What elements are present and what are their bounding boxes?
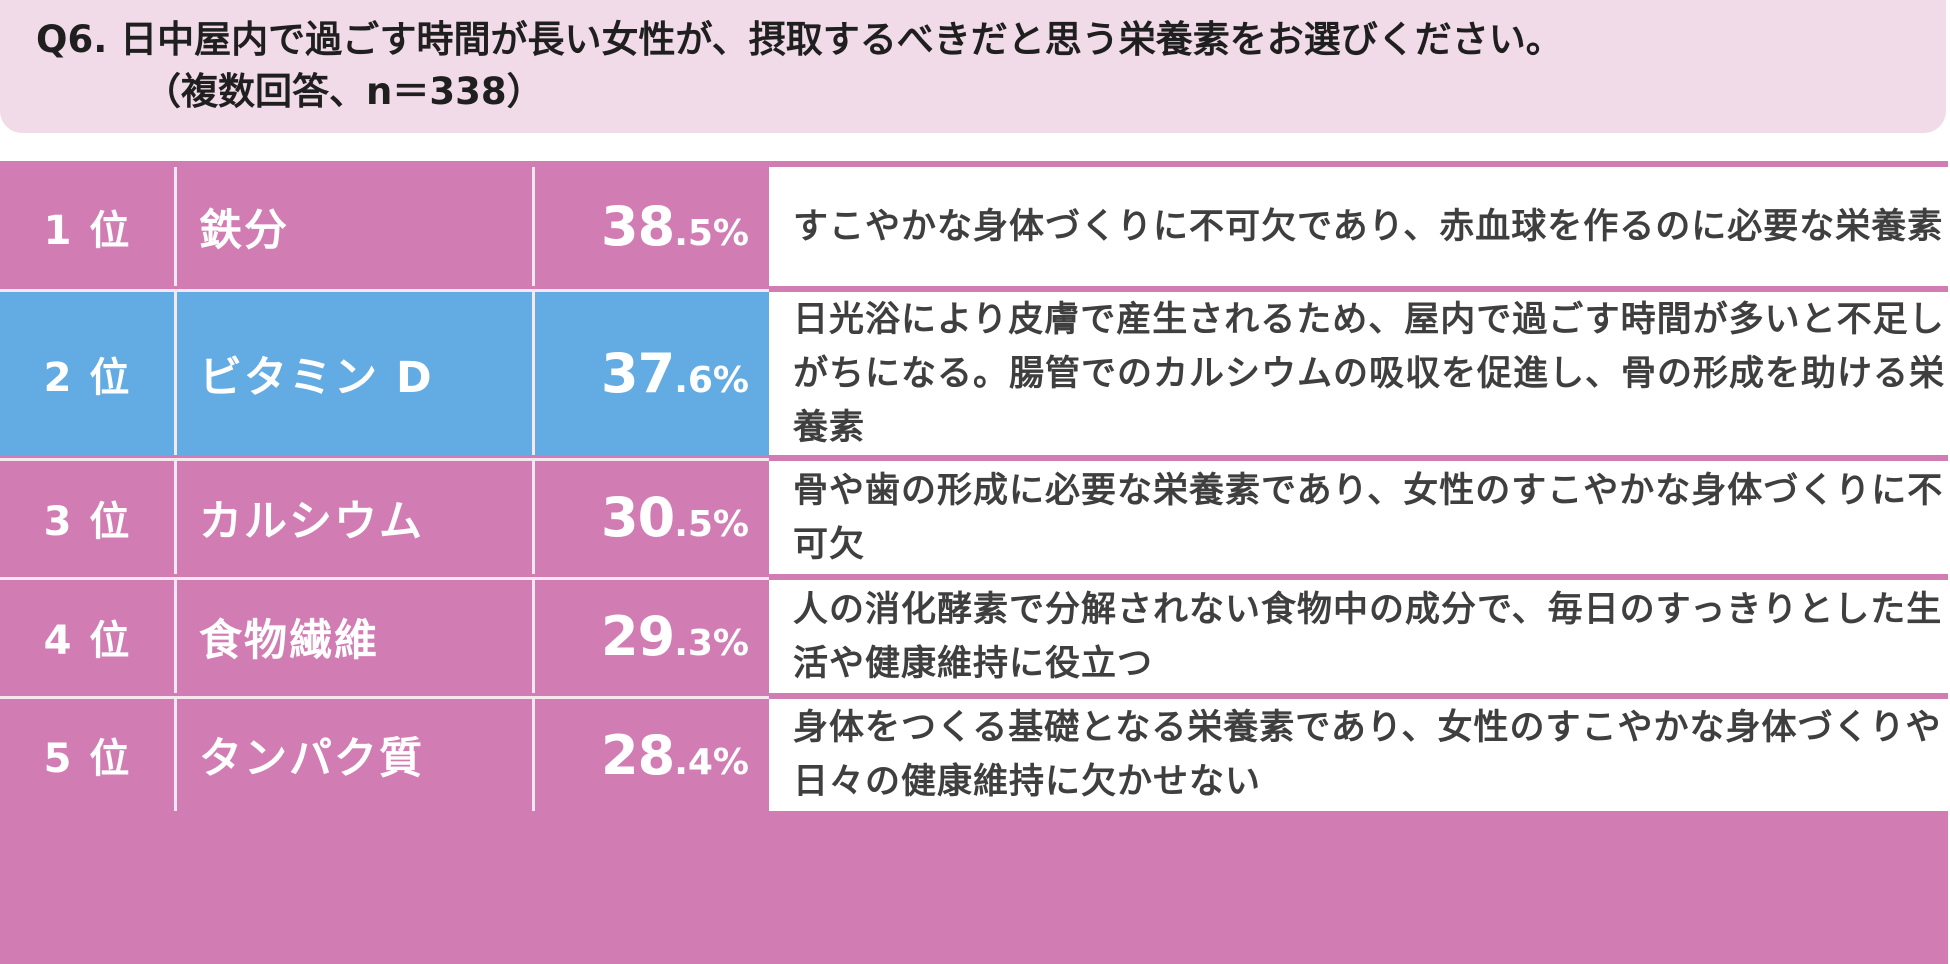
ranking-row-dietary-fiber: 4 位 食物繊維 29.3% 人の消化酵素で分解されない食物中の成分で、毎日のすっきり…	[0, 580, 1948, 693]
nutrient-description-text: すこやかな身体づくりに不可欠であり、赤血球を作るのに必要な栄養素	[793, 206, 1944, 247]
nutrient-description: 人の消化酵素で分解されない食物中の成分で、毎日のすっきりとした生活や健康維持に役…	[769, 580, 1948, 693]
nutrient-description: すこやかな身体づくりに不可欠であり、赤血球を作るのに必要な栄養素	[769, 167, 1948, 286]
percentage-value: 38.5%	[533, 167, 769, 286]
nutrient-description: 骨や歯の形成に必要な栄養素であり、女性のすこやかな身体づくりに不可欠	[769, 461, 1948, 574]
row-divider	[0, 289, 769, 292]
percentage-integer: 29	[601, 605, 675, 668]
ranking-row-protein: 5 位 タンパク質 28.4% 身体をつくる基礎となる栄養素であり、女性のすこやかな身…	[0, 699, 1948, 811]
ranking-table: 1 位鉄分 38.5% すこやかな身体づくりに不可欠であり、赤血球を作るのに必要な栄…	[0, 161, 1948, 964]
nutrient-name: 鉄分	[199, 205, 289, 256]
column-divider	[174, 461, 177, 574]
question-note: （複数回答、n＝338）	[144, 70, 544, 113]
nutrient-description-text: 身体をつくる基礎となる栄養素であり、女性のすこやかな身体づくりや日々の健康維持に…	[793, 708, 1942, 802]
nutrient-description: 身体をつくる基礎となる栄養素であり、女性のすこやかな身体づくりや日々の健康維持に…	[769, 699, 1948, 811]
column-divider	[174, 580, 177, 693]
percentage-value: 28.4%	[533, 699, 769, 811]
percentage-integer: 38	[601, 195, 675, 258]
nutrient-description-text: 骨や歯の形成に必要な栄養素であり、女性のすこやかな身体づくりに不可欠	[793, 470, 1944, 565]
nutrient-description-text: 日光浴により皮膚で産生されるため、屋内で過ごす時間が多いと不足しがちになる。腸管…	[793, 299, 1946, 448]
nutrient-name: タンパク質	[199, 734, 424, 784]
percentage-integer: 28	[601, 723, 675, 787]
percentage-decimal: .3%	[674, 623, 749, 664]
nutrient-name: ビタミン D	[175, 292, 533, 455]
percentage-decimal: .6%	[674, 360, 749, 401]
column-divider	[532, 699, 535, 811]
ranking-row-vitamin-d: 2 位ビタミン D 37.6% 日光浴により皮膚で産生されるため、屋内で過ごす時間が…	[0, 292, 1948, 455]
row-divider	[0, 696, 769, 699]
rank-label: 3 位	[43, 498, 132, 545]
percentage-integer: 30	[601, 486, 675, 549]
rank-label: 2 位	[0, 292, 175, 455]
column-divider	[532, 461, 535, 574]
column-divider	[532, 580, 535, 693]
nutrient-name: カルシウム	[199, 496, 424, 547]
nutrient-description: 日光浴により皮膚で産生されるため、屋内で過ごす時間が多いと不足しがちになる。腸管…	[769, 292, 1948, 455]
column-divider	[532, 167, 535, 286]
ranking-row-iron: 1 位 鉄分 38.5% すこやかな身体づくりに不可欠であり、赤血球を作るのに必要な栄…	[0, 167, 1948, 286]
question-header: Q6. 日中屋内で過ごす時間が長い女性が、摂取するべきだと思う栄養素をお選びくだ…	[0, 0, 1946, 133]
row-divider	[0, 577, 769, 580]
rank-label: 5 位	[43, 736, 132, 782]
ranking-row-calcium: 3 位 カルシウム 30.5% 骨や歯の形成に必要な栄養素であり、女性のすこやかな身体…	[0, 461, 1948, 574]
percentage-value: 29.3%	[533, 580, 769, 693]
percentage-decimal: .5%	[674, 504, 749, 545]
column-divider	[174, 292, 177, 455]
percentage-integer: 37	[601, 342, 675, 405]
percentage-decimal: .4%	[674, 741, 749, 783]
column-divider	[532, 292, 535, 455]
percentage-value: 30.5%	[533, 461, 769, 574]
row-divider	[0, 458, 769, 461]
rank-label: 1 位	[43, 207, 132, 254]
percentage-decimal: .5%	[674, 213, 749, 254]
nutrient-description-text: 人の消化酵素で分解されない食物中の成分で、毎日のすっきりとした生活や健康維持に役…	[793, 589, 1943, 684]
column-divider	[174, 699, 177, 811]
column-divider	[174, 167, 177, 286]
question-title: Q6. 日中屋内で過ごす時間が長い女性が、摂取するべきだと思う栄養素をお選びくだ…	[36, 18, 1563, 61]
percentage-value: 37.6%	[533, 292, 769, 455]
nutrient-name: 食物繊維	[199, 615, 379, 666]
rank-label: 4 位	[43, 617, 132, 664]
